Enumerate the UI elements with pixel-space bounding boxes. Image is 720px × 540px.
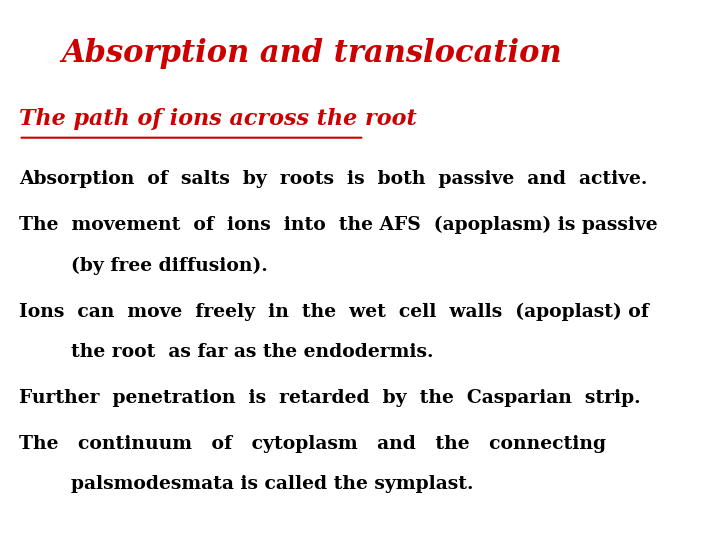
Text: palsmodesmata is called the symplast.: palsmodesmata is called the symplast.: [19, 475, 473, 493]
Text: Absorption and translocation: Absorption and translocation: [61, 38, 562, 69]
Text: Further  penetration  is  retarded  by  the  Casparian  strip.: Further penetration is retarded by the C…: [19, 389, 640, 407]
Text: Ions  can  move  freely  in  the  wet  cell  walls  (apoplast) of: Ions can move freely in the wet cell wal…: [19, 302, 649, 321]
Text: The  movement  of  ions  into  the AFS  (apoplasm) is passive: The movement of ions into the AFS (apopl…: [19, 216, 657, 234]
Text: the root  as far as the endodermis.: the root as far as the endodermis.: [19, 343, 433, 361]
Text: (by free diffusion).: (by free diffusion).: [19, 256, 267, 275]
Text: The path of ions across the root: The path of ions across the root: [19, 108, 416, 130]
Text: The   continuum   of   cytoplasm   and   the   connecting: The continuum of cytoplasm and the conne…: [19, 435, 606, 453]
Text: Absorption  of  salts  by  roots  is  both  passive  and  active.: Absorption of salts by roots is both pas…: [19, 170, 647, 188]
